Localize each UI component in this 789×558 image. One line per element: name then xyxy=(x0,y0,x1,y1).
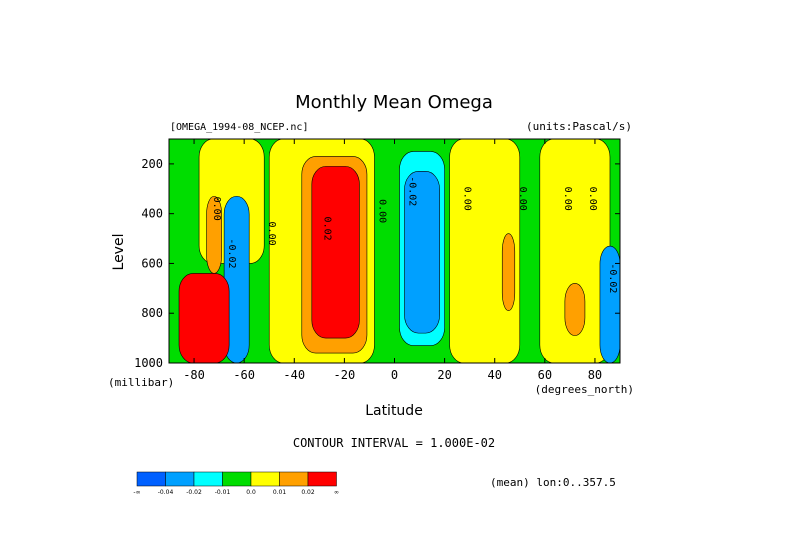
colorbar: -∞ -0.04 -0.02 -0.01 0.0 0.01 0.02 ∞ xyxy=(133,471,339,496)
y-axis-label: Level xyxy=(111,234,127,271)
colorbar-swatch-5 xyxy=(279,471,309,487)
contour-label-1: -0.02 xyxy=(226,238,237,268)
x-axis-label: Latitude xyxy=(365,403,423,419)
colorbar-label-1: -0.04 xyxy=(158,489,174,496)
subset-note: (mean) lon:0..357.5 xyxy=(490,476,616,489)
x-tick-label-1: -60 xyxy=(233,368,255,382)
y-tick-label-3: 800 xyxy=(141,306,163,320)
dataset-label: [OMEGA_1994-08_NCEP.nc] xyxy=(170,122,308,133)
colorbar-swatch-1 xyxy=(165,471,195,487)
x-tick-label-0: -80 xyxy=(183,368,205,382)
units-label: (units:Pascal/s) xyxy=(526,120,632,133)
region-red-subtropic-sh xyxy=(311,166,360,339)
contour-label-0: 0.00 xyxy=(211,197,222,221)
region-orange-nh-45 xyxy=(501,233,516,312)
plot-area: 0.00 -0.02 0.00 0.02 0.00 -0.02 0.00 0.00 0.00 0.… xyxy=(134,138,621,382)
contour-label-2: 0.00 xyxy=(266,222,277,246)
region-orange-nh-70 xyxy=(564,283,586,336)
y-axis-units: (millibar) xyxy=(108,376,174,389)
colorbar-label-2: -0.02 xyxy=(186,489,202,496)
colorbar-label-3: -0.01 xyxy=(215,489,231,496)
x-tick-label-8: 80 xyxy=(588,368,602,382)
x-tick-label-2: -40 xyxy=(283,368,305,382)
contour-label-6: 0.00 xyxy=(462,187,473,211)
y-tick-label-1: 400 xyxy=(141,207,163,221)
region-red-antarctic-surface xyxy=(178,273,230,363)
x-tick-label-3: -20 xyxy=(334,368,356,382)
y-tick-label-2: 600 xyxy=(141,256,163,270)
x-tick-label-5: 20 xyxy=(437,368,451,382)
colorbar-label-0: -∞ xyxy=(133,489,140,496)
y-tick-label-4: 1000 xyxy=(134,356,163,370)
y-axis-ticks: 200 400 600 800 1000 xyxy=(134,157,620,370)
x-tick-label-6: 40 xyxy=(487,368,501,382)
contour-label-4: 0.00 xyxy=(376,199,387,223)
contour-label-8: 0.00 xyxy=(562,187,573,211)
colorbar-label-6: 0.02 xyxy=(301,489,315,496)
contour-label-3: 0.02 xyxy=(321,217,332,241)
y-tick-label-0: 200 xyxy=(141,157,163,171)
contour-label-9: 0.00 xyxy=(587,187,598,211)
colorbar-swatch-2 xyxy=(193,471,223,487)
contour-labels: 0.00 -0.02 0.00 0.02 0.00 -0.02 0.00 0.00 0.00 0.… xyxy=(211,176,618,293)
colorbar-swatch-0 xyxy=(136,471,166,487)
colorbar-swatch-3 xyxy=(222,471,252,487)
colorbar-label-4: 0.0 xyxy=(246,489,256,496)
colorbar-swatch-6 xyxy=(307,471,337,487)
contour-label-5: -0.02 xyxy=(407,176,418,206)
contour-label-7: 0.00 xyxy=(517,187,528,211)
colorbar-label-7: ∞ xyxy=(334,489,339,496)
colorbar-swatch-4 xyxy=(250,471,280,487)
contour-interval-text: CONTOUR INTERVAL = 1.000E-02 xyxy=(293,436,495,450)
x-tick-label-7: 60 xyxy=(538,368,552,382)
x-axis-units: (degrees_north) xyxy=(535,383,634,396)
x-axis-ticks: -80 -60 -40 -20 0 20 40 60 80 xyxy=(183,139,602,382)
region-yellow-nh-sub xyxy=(449,139,521,363)
region-blue-tropics xyxy=(404,171,440,334)
contour-label-10: -0.02 xyxy=(607,263,618,293)
x-tick-label-4: 0 xyxy=(391,368,398,382)
chart-title: Monthly Mean Omega xyxy=(295,92,493,113)
colorbar-label-5: 0.01 xyxy=(273,489,287,496)
contour-fill-regions xyxy=(178,139,620,363)
